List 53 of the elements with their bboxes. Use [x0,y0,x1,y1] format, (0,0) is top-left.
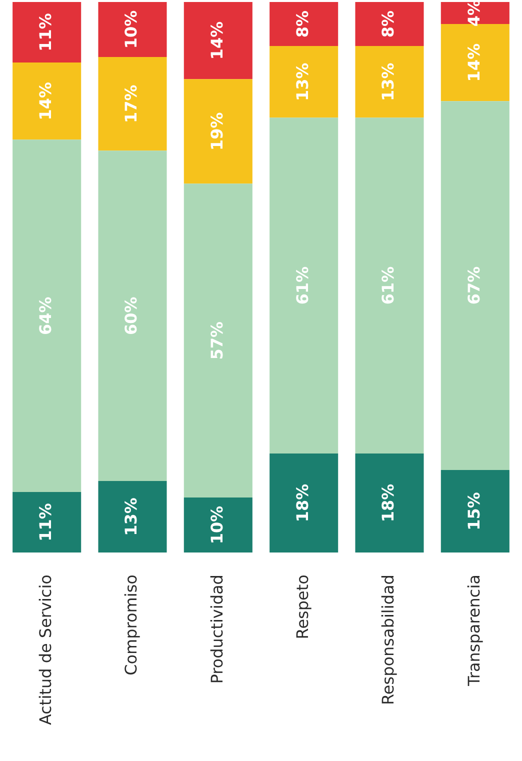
data-label: 8% [378,10,398,38]
data-label: 60% [122,296,141,335]
bar [440,101,510,470]
bar [355,118,424,454]
bar [270,2,338,46]
x-tick-label: Respeto [292,574,312,640]
bar [12,140,82,492]
bar [440,470,510,553]
data-label: 10% [122,10,141,49]
bar [184,2,252,80]
data-label: 61% [292,266,312,305]
x-tick-label: Compromiso [122,574,141,676]
x-tick-label: Actitud de Servicio [36,574,55,726]
data-label: 13% [122,498,141,536]
bar [440,2,510,24]
x-tick-label: Transparencia [464,574,484,688]
data-label: 67% [464,266,484,305]
bar [98,2,167,58]
data-label: 15% [464,492,484,530]
bar [184,184,252,498]
bar [270,46,338,118]
bar [440,24,510,102]
bar [270,118,338,454]
data-label: 64% [36,296,55,335]
data-label: 57% [207,321,226,360]
data-label: 19% [207,112,226,151]
x-tick-label: Responsabilidad [378,574,398,705]
data-label: 17% [122,84,141,123]
data-label: 18% [378,484,398,522]
bar [355,2,424,46]
bar [12,62,82,140]
data-label: 10% [207,506,226,544]
bar [270,453,338,553]
data-label: 13% [378,62,398,101]
data-label: 14% [464,43,484,82]
data-label: 11% [36,13,55,52]
data-label: 61% [378,266,398,305]
bar [98,57,167,151]
bar [98,150,167,481]
bar [98,480,167,553]
bar [12,2,82,63]
data-label: 14% [36,82,55,120]
bar [355,453,424,553]
bar [184,79,252,184]
data-label: 8% [292,10,312,38]
x-tick-label: Productividad [207,574,226,684]
data-label: 11% [36,503,55,542]
data-label: 18% [292,484,312,522]
bar [12,492,82,553]
bar [355,46,424,118]
data-label: 14% [207,21,226,60]
bar [184,498,252,553]
data-label: 13% [292,62,312,101]
